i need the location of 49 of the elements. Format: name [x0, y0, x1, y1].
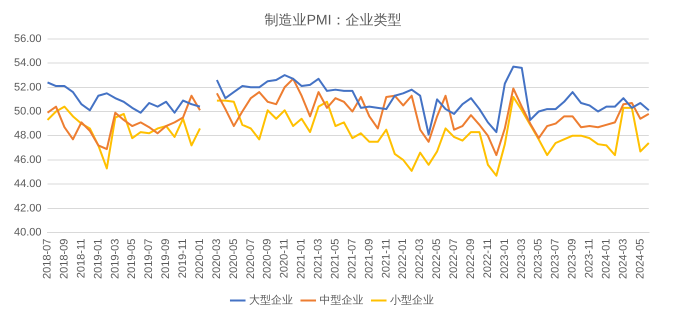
x-tick-label: 2021-11 [380, 238, 392, 278]
x-tick-label: 2019-07 [143, 238, 156, 280]
x-tick-label: 2019-05 [126, 238, 138, 280]
y-tick-label: 44.00 [14, 178, 42, 190]
x-tick-label: 2022-01 [397, 238, 410, 280]
x-tick-label: 2021-05 [329, 238, 342, 280]
x-tick-label: 2022-05 [431, 238, 444, 280]
y-tick-label: 52.00 [14, 81, 42, 94]
x-tick-label: 2019-09 [160, 238, 172, 280]
x-tick-label: 2020-11 [278, 238, 291, 278]
x-tick-label: 2018-07 [42, 238, 54, 280]
y-tick-label: 54.00 [14, 57, 42, 70]
x-tick-label: 2021-07 [346, 238, 358, 280]
x-tick-label: 2023-11 [584, 238, 596, 278]
y-tick-label: 40.00 [14, 226, 42, 239]
x-tick-label: 2024-03 [617, 238, 630, 280]
x-tick-label: 2022-07 [448, 238, 460, 280]
x-tick-label: 2018-09 [58, 238, 70, 280]
x-tick-label: 2019-03 [109, 238, 122, 280]
x-tick-label: 2020-09 [262, 238, 274, 280]
x-tick-label: 2023-05 [532, 238, 545, 280]
legend-label: 小型企业 [390, 294, 434, 307]
x-tick-label: 2023-01 [498, 238, 511, 280]
y-tick-label: 50.00 [14, 106, 42, 118]
x-tick-label: 2021-01 [296, 238, 308, 280]
x-tick-label: 2023-09 [566, 238, 579, 280]
y-tick-label: 42.00 [14, 202, 42, 214]
x-tick-label: 2018-11 [75, 238, 88, 278]
x-tick-label: 2020-01 [194, 238, 206, 280]
y-tick-label: 48.00 [14, 130, 42, 142]
x-tick-label: 2019-11 [177, 238, 190, 278]
x-tick-label: 2020-07 [244, 238, 257, 280]
x-tick-label: 2022-09 [464, 238, 477, 280]
x-tick-label: 2020-03 [210, 238, 223, 280]
x-tick-label: 2024-05 [634, 238, 646, 280]
x-tick-label: 2022-03 [414, 238, 426, 280]
x-tick-label: 2022-11 [482, 238, 494, 278]
legend-label: 中型企业 [319, 294, 364, 307]
x-tick-label: 2023-03 [516, 238, 528, 280]
legend-label: 大型企业 [248, 294, 293, 307]
x-tick-label: 2021-09 [363, 238, 376, 280]
x-tick-label: 2020-05 [228, 238, 240, 280]
x-tick-label: 2019-01 [92, 238, 104, 280]
y-tick-label: 56.00 [14, 32, 42, 45]
x-tick-label: 2021-03 [312, 238, 325, 280]
y-tick-label: 46.00 [14, 154, 42, 166]
x-tick-label: 2023-07 [550, 238, 562, 280]
x-tick-label: 2024-01 [600, 238, 612, 280]
chart-title: 制造业PMI：企业类型 [264, 11, 402, 28]
